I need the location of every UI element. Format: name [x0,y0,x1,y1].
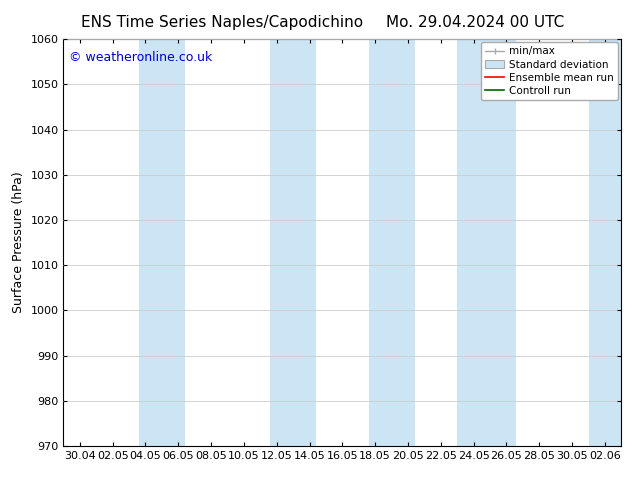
Bar [139,39,185,446]
Text: © weatheronline.co.uk: © weatheronline.co.uk [69,51,212,64]
Bar [270,39,316,446]
Legend: min/max, Standard deviation, Ensemble mean run, Controll run: min/max, Standard deviation, Ensemble me… [481,42,618,100]
Text: Mo. 29.04.2024 00 UTC: Mo. 29.04.2024 00 UTC [386,15,565,30]
Y-axis label: Surface Pressure (hPa): Surface Pressure (hPa) [12,172,25,314]
Bar [368,39,415,446]
Bar [457,39,516,446]
Text: ENS Time Series Naples/Capodichino: ENS Time Series Naples/Capodichino [81,15,363,30]
Bar [588,39,624,446]
